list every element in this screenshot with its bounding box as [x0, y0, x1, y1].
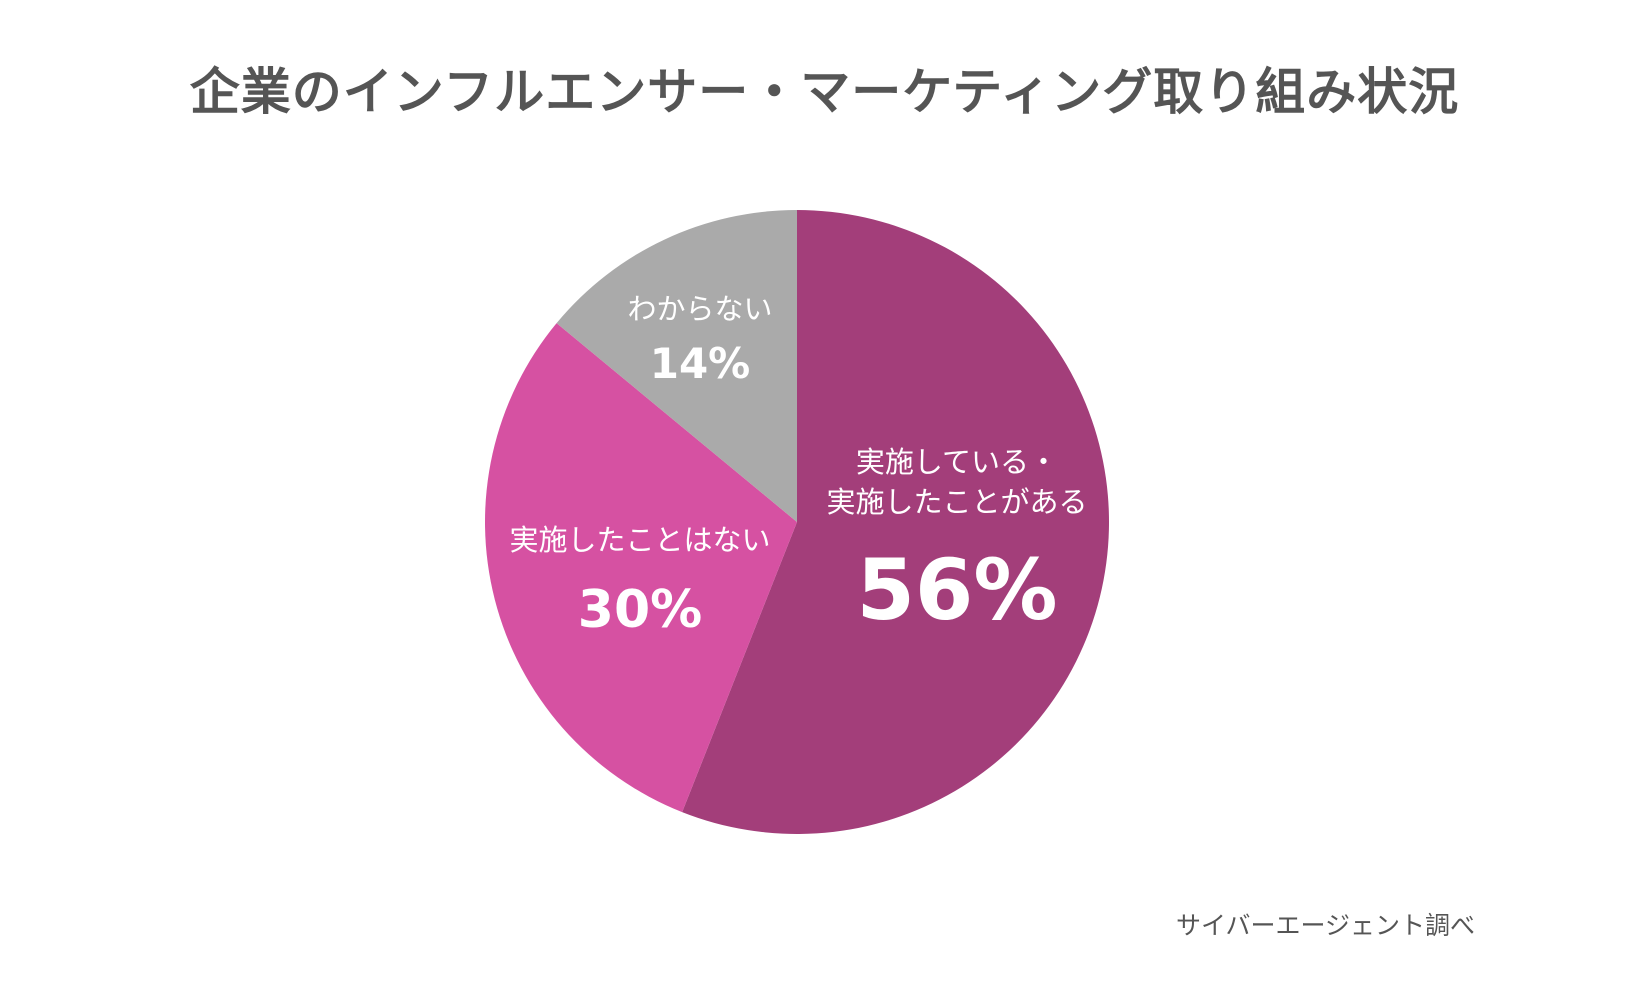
pie-slice-3: [556, 210, 797, 522]
pie-slice-1: [682, 209, 1110, 834]
slice-value-label: 56%: [856, 541, 1057, 639]
slice-value-label: 14%: [650, 339, 751, 388]
source-note: サイバーエージェント調べ: [1175, 911, 1475, 940]
pie-slices: [484, 209, 1110, 834]
pie-slice-2: [484, 323, 797, 813]
chart-title: 企業のインフルエンサー・マーケティング取り組み状況: [189, 63, 1460, 121]
slice-category-label: 実施したことがある: [826, 485, 1087, 519]
slice-value-label: 30%: [578, 580, 702, 640]
slice-category-label: 実施している・: [856, 445, 1058, 479]
pie-labels: 実施している・実施したことがある 56% 実施したことはない 30% わからない 14%: [509, 292, 1087, 640]
slice-category-label: 実施したことはない: [509, 523, 770, 557]
slice-category-label: わからない: [627, 292, 772, 326]
